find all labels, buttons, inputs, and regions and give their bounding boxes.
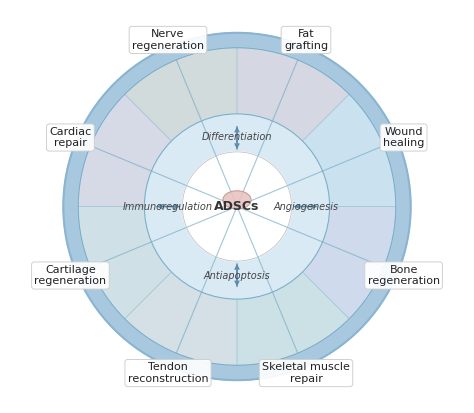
- Text: Differentiation: Differentiation: [202, 132, 272, 142]
- Ellipse shape: [223, 191, 251, 209]
- Text: Nerve
regeneration: Nerve regeneration: [132, 29, 204, 51]
- Text: Bone
regeneration: Bone regeneration: [367, 265, 440, 286]
- Wedge shape: [78, 206, 172, 319]
- Wedge shape: [237, 272, 349, 365]
- Circle shape: [64, 33, 410, 380]
- Text: Fat
grafting: Fat grafting: [284, 29, 328, 51]
- Circle shape: [182, 152, 292, 261]
- Text: Skeletal muscle
repair: Skeletal muscle repair: [262, 362, 350, 384]
- Text: ADSCs: ADSCs: [214, 200, 260, 213]
- Circle shape: [78, 48, 396, 365]
- Wedge shape: [125, 272, 237, 365]
- Text: Cartilage
regeneration: Cartilage regeneration: [34, 265, 107, 286]
- Text: Wound
healing: Wound healing: [383, 127, 424, 148]
- Text: Tendon
reconstruction: Tendon reconstruction: [128, 362, 208, 384]
- Circle shape: [145, 114, 329, 299]
- Wedge shape: [125, 48, 237, 141]
- Wedge shape: [78, 94, 172, 206]
- Wedge shape: [302, 94, 396, 206]
- Wedge shape: [237, 48, 349, 141]
- Text: Immunoregulation: Immunoregulation: [122, 202, 212, 211]
- Text: Angiogenesis: Angiogenesis: [274, 202, 339, 211]
- Text: Cardiac
repair: Cardiac repair: [49, 127, 91, 148]
- Text: Antiapoptosis: Antiapoptosis: [204, 271, 270, 281]
- Wedge shape: [302, 206, 396, 319]
